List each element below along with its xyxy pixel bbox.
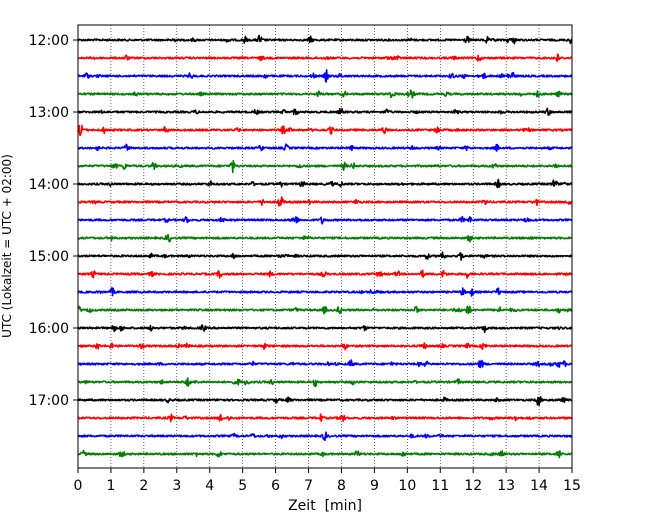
x-tick-label-8: 8 [337, 478, 346, 494]
trace-1530 [77, 287, 573, 297]
trace-1345 [77, 159, 573, 174]
trace-1715 [77, 413, 573, 423]
y-tick-label-12:00: 12:00 [29, 33, 69, 49]
trace-1745 [77, 449, 573, 459]
x-tick-label-1: 1 [106, 478, 115, 494]
trace-1630 [77, 359, 573, 369]
trace-1730 [77, 431, 573, 442]
trace-1700 [77, 396, 573, 407]
y-axis-label: UTC (Lokalzeit = UTC + 02:00) [0, 154, 14, 338]
trace-1615 [77, 342, 573, 351]
y-tick-label-13:00: 13:00 [29, 105, 69, 121]
x-tick-label-0: 0 [74, 478, 83, 494]
y-tick-label-17:00: 17:00 [29, 393, 69, 409]
trace-1215 [77, 53, 573, 62]
trace-1200 [77, 34, 573, 45]
trace-1545 [77, 305, 573, 315]
y-tick-label-15:00: 15:00 [29, 249, 69, 265]
x-tick-label-15: 15 [563, 478, 581, 494]
trace-1645 [77, 377, 573, 388]
x-tick-label-10: 10 [398, 478, 416, 494]
x-tick-label-3: 3 [172, 478, 181, 494]
x-tick-label-9: 9 [370, 478, 379, 494]
trace-1400 [77, 178, 573, 189]
x-tick-label-7: 7 [304, 478, 313, 494]
trace-1500 [77, 251, 573, 261]
x-tick-label-14: 14 [530, 478, 548, 494]
x-tick-label-5: 5 [238, 478, 247, 494]
trace-1600 [77, 324, 573, 334]
trace-1315 [77, 124, 573, 137]
trace-1515 [77, 269, 573, 279]
trace-1245 [77, 89, 573, 99]
plot-frame [77, 24, 573, 469]
x-tick-label-11: 11 [431, 478, 449, 494]
x-tick-label-12: 12 [464, 478, 482, 494]
trace-1430 [77, 215, 573, 225]
x-tick-label-6: 6 [271, 478, 280, 494]
y-tick-label-16:00: 16:00 [29, 321, 69, 337]
trace-1330 [77, 143, 573, 152]
trace-1445 [77, 233, 573, 243]
trace-1415 [77, 196, 573, 207]
x-tick-label-13: 13 [497, 478, 515, 494]
trace-1230 [77, 69, 573, 83]
x-tick-label-4: 4 [205, 478, 214, 494]
trace-1300 [77, 107, 573, 116]
seismic-traces [77, 34, 573, 459]
x-tick-label-2: 2 [139, 478, 148, 494]
y-tick-label-14:00: 14:00 [29, 177, 69, 193]
x-axis-label: Zeit [min] [288, 498, 362, 514]
y-axis-ticks: 12:00 13:00 14:00 15:00 16:00 17:00 [29, 33, 78, 409]
grid-lines [110, 25, 540, 468]
x-axis-ticks: 0 1 2 3 4 5 6 7 8 9 10 11 12 13 14 15 [74, 468, 581, 494]
plot-background [78, 25, 572, 468]
